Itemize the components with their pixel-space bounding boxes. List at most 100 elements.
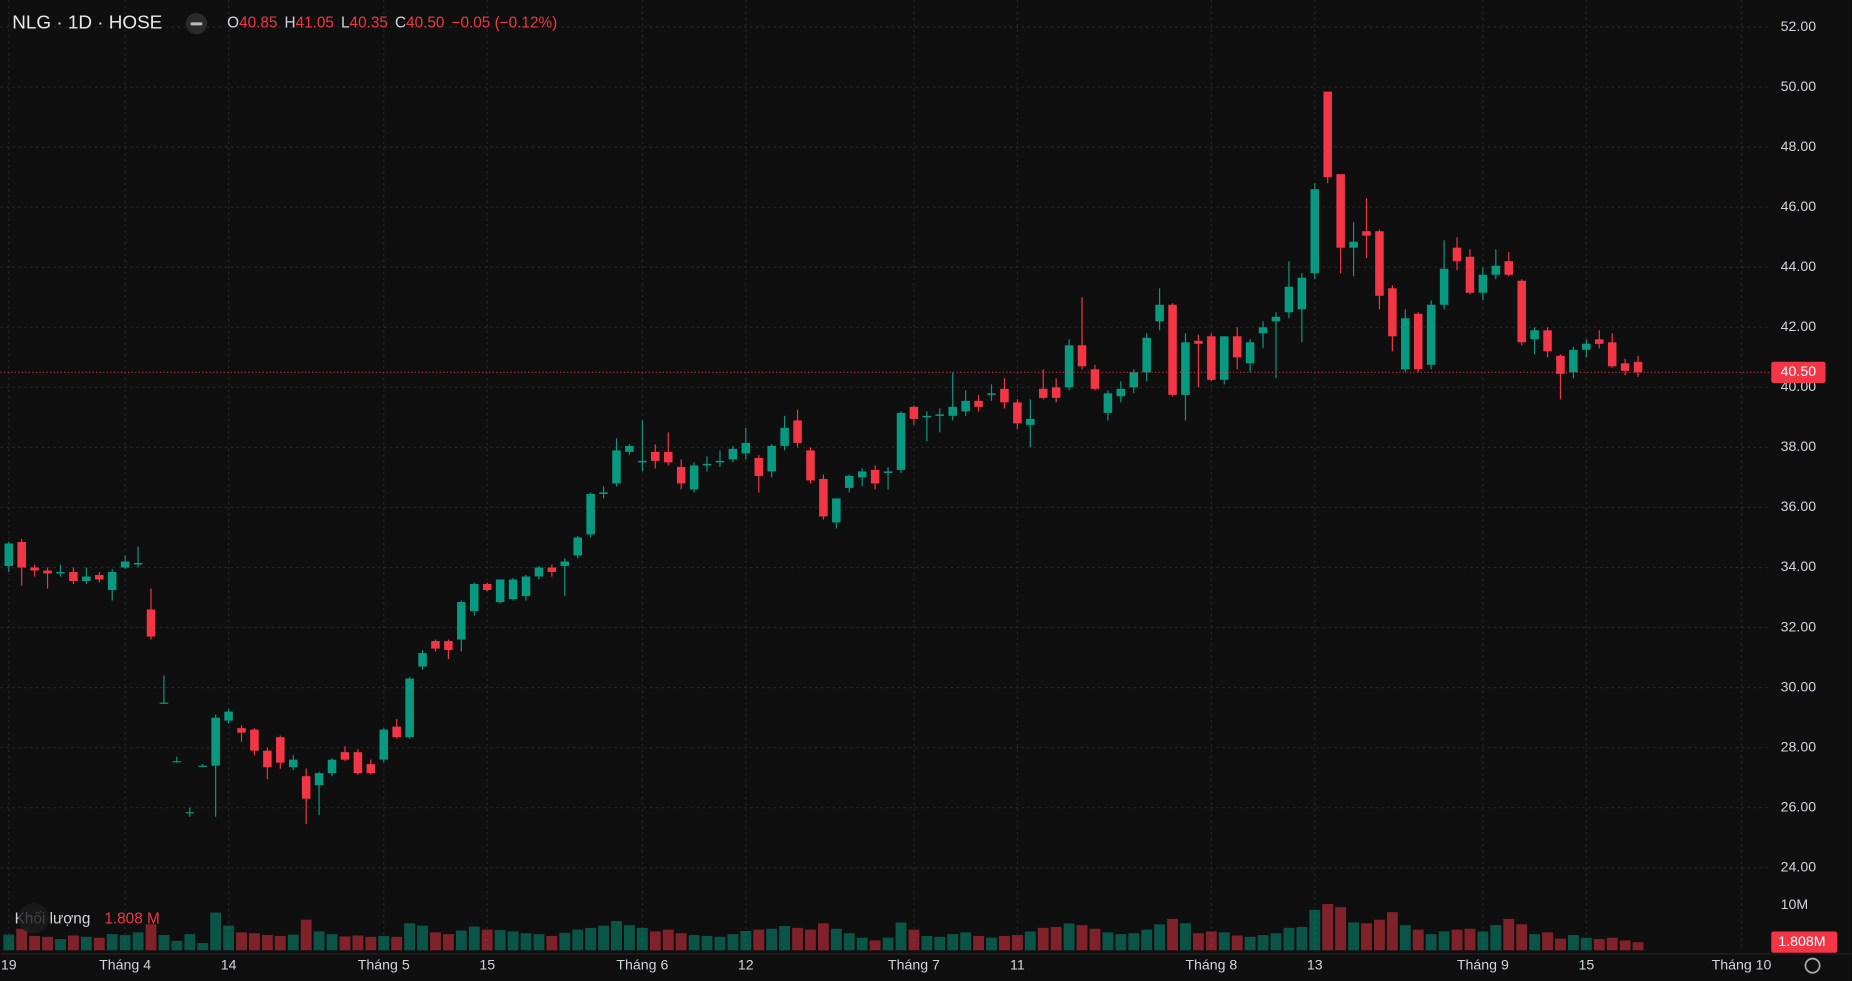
volume-bar: [830, 928, 842, 951]
candle-body: [560, 561, 570, 566]
volume-bar: [1128, 933, 1140, 951]
volume-bar: [921, 935, 933, 951]
volume-bar: [882, 937, 894, 951]
candle-body: [715, 460, 725, 463]
volume-bar: [404, 923, 416, 951]
candles: [0, 91, 1772, 825]
candle-body: [56, 571, 65, 574]
volume-tick-label: 10M: [1781, 897, 1809, 913]
candle-body: [521, 576, 531, 597]
candle-body: [263, 750, 272, 768]
volume-bar: [507, 931, 519, 951]
volume-bar: [1037, 927, 1049, 951]
candle-body: [418, 653, 427, 667]
volume-bar: [442, 934, 454, 951]
candle-body: [974, 400, 983, 407]
candle-body: [482, 584, 492, 591]
volume-bar: [274, 935, 286, 951]
hide-icon: [190, 22, 203, 26]
candle-body: [107, 571, 117, 591]
axes: 24.00 26.00 28.00 30.00 32.00 34.00 36.00 38.00…: [0, 19, 1852, 973]
candle-body: [638, 460, 647, 463]
candle-body: [1245, 342, 1255, 364]
candle-body: [1103, 393, 1113, 413]
y-tick-label: 26.00: [1781, 799, 1817, 815]
x-tick-label: Tháng 4: [99, 957, 151, 973]
candle-body: [612, 450, 621, 484]
volume-bar: [313, 931, 325, 951]
candle-body: [832, 498, 841, 523]
candle-body: [1388, 288, 1397, 337]
volume-bar: [856, 937, 868, 951]
volume-bar: [779, 926, 791, 951]
volume-bar: [1529, 934, 1541, 951]
candle-body: [1284, 286, 1294, 313]
volume-bar: [261, 935, 273, 951]
volume-bar: [80, 936, 92, 951]
candle-body: [1155, 304, 1164, 322]
candle-body: [1349, 241, 1358, 248]
volume-bar: [1335, 907, 1347, 951]
volume-bar: [701, 935, 713, 951]
candle-body: [754, 457, 764, 476]
candle-body: [1013, 402, 1022, 424]
candle-body: [288, 759, 298, 768]
volume-bar: [1555, 938, 1566, 951]
legend-key: O: [227, 15, 239, 32]
volume-bar: [42, 936, 53, 951]
volume-bar: [352, 935, 364, 951]
volume-bar: [455, 930, 467, 951]
candle-body: [470, 584, 479, 612]
candle-body: [133, 562, 143, 565]
volume-bar: [805, 929, 816, 951]
candle-body: [935, 414, 945, 416]
candle-body: [1219, 336, 1229, 380]
volume-bar: [481, 929, 493, 951]
y-tick-label: 50.00: [1781, 79, 1817, 95]
candle-body: [1116, 388, 1126, 397]
volume-bar: [973, 935, 985, 951]
x-tick-label: Tháng 5: [358, 957, 410, 973]
candle-body: [1336, 174, 1345, 248]
legend-value: 40.85: [239, 15, 277, 32]
volume-bar: [391, 936, 403, 951]
candle-body: [95, 575, 104, 580]
candle-body: [1194, 340, 1203, 344]
volume-bar: [1283, 927, 1295, 951]
volume-bar: [339, 936, 351, 951]
candle-body: [172, 761, 182, 763]
candle-body: [651, 451, 660, 461]
x-tick-label: Tháng 10: [1712, 957, 1772, 973]
y-tick-label: 46.00: [1781, 199, 1817, 215]
candle-body: [1530, 330, 1539, 340]
candle-body: [948, 406, 957, 416]
volume-bar: [1632, 942, 1644, 951]
candle-body: [431, 641, 440, 649]
candle-body: [1026, 418, 1035, 425]
settings-button[interactable]: [1804, 957, 1821, 974]
candle-body: [1452, 247, 1462, 262]
candle-body: [1207, 336, 1216, 380]
volume-bar: [817, 923, 829, 951]
candle-body: [198, 765, 207, 767]
x-tick-label: 13: [1307, 957, 1323, 973]
volume-bar: [1322, 904, 1334, 951]
volume-bar: [1102, 932, 1114, 951]
candle-body: [237, 728, 246, 733]
candle-body: [961, 400, 970, 412]
candle-body: [534, 567, 544, 577]
candle-body: [405, 678, 414, 738]
volume-bar: [184, 934, 196, 951]
volume-bar: [533, 934, 545, 951]
grid: [0, 0, 1772, 951]
chart-title: NLG · 1D · HOSE: [12, 13, 162, 34]
candle-body: [30, 567, 39, 571]
volume-bar: [843, 933, 855, 951]
volume-bar: [1167, 918, 1178, 951]
candle-body: [250, 729, 259, 751]
volume-bar: [895, 922, 907, 951]
x-tick-label: 11: [1010, 957, 1025, 973]
candle-body: [1142, 337, 1151, 373]
volume-bar: [417, 925, 428, 951]
